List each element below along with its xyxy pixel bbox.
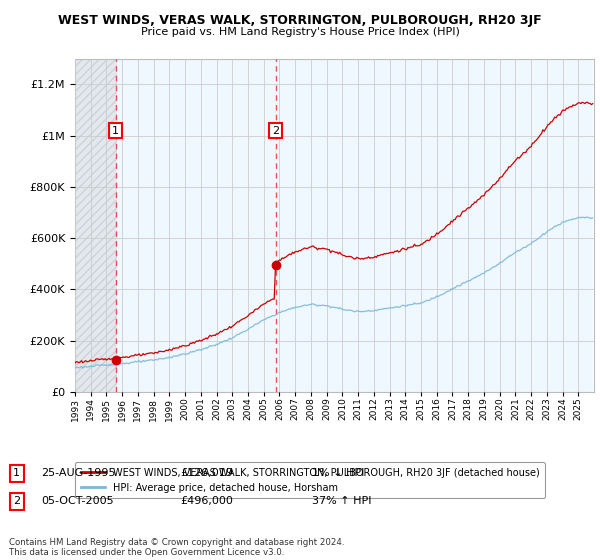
Text: Contains HM Land Registry data © Crown copyright and database right 2024.
This d: Contains HM Land Registry data © Crown c…: [9, 538, 344, 557]
Text: £496,000: £496,000: [180, 496, 233, 506]
Text: WEST WINDS, VERAS WALK, STORRINGTON, PULBOROUGH, RH20 3JF: WEST WINDS, VERAS WALK, STORRINGTON, PUL…: [58, 14, 542, 27]
Text: 2: 2: [13, 496, 20, 506]
Text: 2: 2: [272, 125, 279, 136]
Text: Price paid vs. HM Land Registry's House Price Index (HPI): Price paid vs. HM Land Registry's House …: [140, 27, 460, 37]
Text: 1: 1: [112, 125, 119, 136]
Text: 05-OCT-2005: 05-OCT-2005: [41, 496, 113, 506]
Text: 37% ↑ HPI: 37% ↑ HPI: [312, 496, 371, 506]
Legend: WEST WINDS, VERAS WALK, STORRINGTON, PULBOROUGH, RH20 3JF (detached house), HPI:: WEST WINDS, VERAS WALK, STORRINGTON, PUL…: [74, 462, 545, 498]
Text: 1% ↓ HPI: 1% ↓ HPI: [312, 468, 364, 478]
Text: 25-AUG-1995: 25-AUG-1995: [41, 468, 115, 478]
Text: £126,019: £126,019: [180, 468, 233, 478]
Text: 1: 1: [13, 468, 20, 478]
